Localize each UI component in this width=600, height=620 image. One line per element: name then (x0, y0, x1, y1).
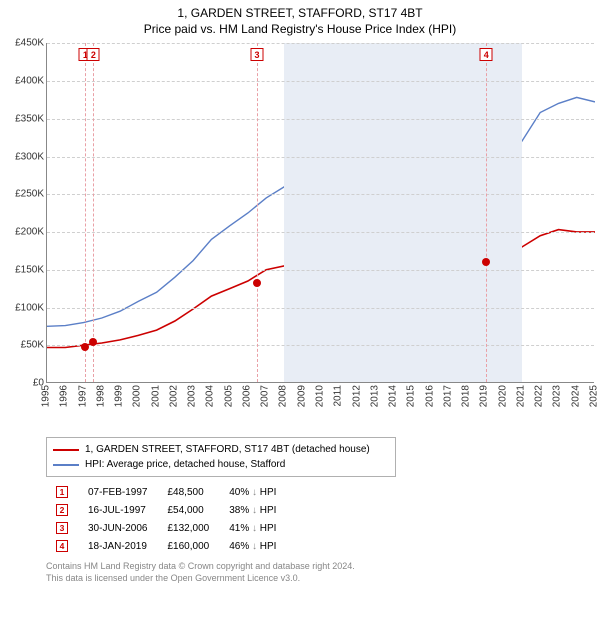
sale-vs-hpi: 40% ↓ HPI (219, 483, 286, 501)
x-axis-tick-label: 2020 (497, 385, 508, 407)
sale-price: £132,000 (157, 519, 219, 537)
legend-swatch (53, 449, 79, 451)
x-axis-tick-label: 2011 (333, 385, 344, 407)
legend-item: 1, GARDEN STREET, STAFFORD, ST17 4BT (de… (53, 442, 389, 457)
sale-index-box: 3 (56, 522, 68, 534)
sale-date: 30-JUN-2006 (78, 519, 157, 537)
gridline (47, 270, 594, 271)
x-axis-tick-label: 2010 (315, 385, 326, 407)
x-axis-tick-label: 1997 (77, 385, 88, 407)
legend-item: HPI: Average price, detached house, Staf… (53, 457, 389, 472)
legend-label: 1, GARDEN STREET, STAFFORD, ST17 4BT (de… (85, 442, 370, 457)
gridline (47, 157, 594, 158)
x-axis-tick-label: 2019 (479, 385, 490, 407)
x-axis-tick-label: 2018 (461, 385, 472, 407)
x-axis-tick-label: 1998 (95, 385, 106, 407)
x-axis-tick-label: 2006 (241, 385, 252, 407)
sale-vline (93, 43, 94, 382)
gridline (47, 194, 594, 195)
x-axis-tick-label: 2003 (187, 385, 198, 407)
sale-date: 16-JUL-1997 (78, 501, 157, 519)
chart-legend: 1, GARDEN STREET, STAFFORD, ST17 4BT (de… (46, 437, 396, 477)
gridline (47, 345, 594, 346)
sale-dot (81, 343, 89, 351)
sale-dot (482, 258, 490, 266)
x-axis-tick-label: 2007 (260, 385, 271, 407)
x-axis-tick-label: 1995 (41, 385, 52, 407)
chart-area: £0£50K£100K£150K£200K£250K£300K£350K£400… (6, 43, 594, 433)
sale-dot (89, 338, 97, 346)
sale-marker: 4 (480, 48, 493, 61)
x-axis-tick-label: 2024 (570, 385, 581, 407)
x-axis-tick-label: 2013 (369, 385, 380, 407)
y-axis-labels: £0£50K£100K£150K£200K£250K£300K£350K£400… (6, 43, 46, 383)
x-axis-tick-label: 2021 (515, 385, 526, 407)
y-axis-tick-label: £350K (15, 113, 44, 124)
x-axis-tick-label: 2016 (424, 385, 435, 407)
chart-title-line2: Price paid vs. HM Land Registry's House … (6, 22, 594, 38)
sale-price: £48,500 (157, 483, 219, 501)
chart-title-line1: 1, GARDEN STREET, STAFFORD, ST17 4BT (6, 6, 594, 22)
sale-marker: 3 (251, 48, 264, 61)
footer-licence: This data is licensed under the Open Gov… (46, 573, 594, 585)
legend-swatch (53, 464, 79, 466)
x-axis-tick-label: 2017 (442, 385, 453, 407)
gridline (47, 81, 594, 82)
x-axis-tick-label: 2001 (150, 385, 161, 407)
x-axis-tick-label: 2002 (168, 385, 179, 407)
x-axis-tick-label: 2014 (388, 385, 399, 407)
table-row: 3 30-JUN-2006£132,00041% ↓ HPI (46, 519, 286, 537)
gridline (47, 43, 594, 44)
sale-price: £160,000 (157, 537, 219, 555)
sale-date: 07-FEB-1997 (78, 483, 157, 501)
x-axis-tick-label: 2005 (223, 385, 234, 407)
x-axis-tick-label: 2004 (205, 385, 216, 407)
x-axis-tick-label: 2015 (406, 385, 417, 407)
y-axis-tick-label: £200K (15, 227, 44, 238)
table-row: 2 16-JUL-1997£54,00038% ↓ HPI (46, 501, 286, 519)
x-axis-tick-label: 2000 (132, 385, 143, 407)
sale-vline (257, 43, 258, 382)
sale-date: 18-JAN-2019 (78, 537, 157, 555)
sale-vs-hpi: 38% ↓ HPI (219, 501, 286, 519)
y-axis-tick-label: £50K (21, 340, 44, 351)
plot-region: 1234 (46, 43, 594, 383)
y-axis-tick-label: £100K (15, 302, 44, 313)
sale-vs-hpi: 46% ↓ HPI (219, 537, 286, 555)
sale-vline (85, 43, 86, 382)
sale-price: £54,000 (157, 501, 219, 519)
y-axis-tick-label: £150K (15, 264, 44, 275)
sale-index-box: 2 (56, 504, 68, 516)
y-axis-tick-label: £300K (15, 151, 44, 162)
y-axis-tick-label: £250K (15, 189, 44, 200)
sales-table: 1 07-FEB-1997£48,50040% ↓ HPI 2 16-JUL-1997… (46, 483, 286, 555)
footer-copyright: Contains HM Land Registry data © Crown c… (46, 561, 594, 573)
x-axis-labels: 1995199619971998199920002001200220032004… (46, 385, 594, 433)
y-axis-tick-label: £400K (15, 75, 44, 86)
sale-index-box: 4 (56, 540, 68, 552)
gridline (47, 119, 594, 120)
x-axis-tick-label: 1996 (59, 385, 70, 407)
sale-dot (253, 279, 261, 287)
x-axis-tick-label: 2009 (296, 385, 307, 407)
x-axis-tick-label: 2008 (278, 385, 289, 407)
x-axis-tick-label: 2022 (534, 385, 545, 407)
gridline (47, 232, 594, 233)
legend-label: HPI: Average price, detached house, Staf… (85, 457, 285, 472)
x-axis-tick-label: 2025 (589, 385, 600, 407)
x-axis-tick-label: 2012 (351, 385, 362, 407)
sale-index-box: 1 (56, 486, 68, 498)
y-axis-tick-label: £450K (15, 38, 44, 49)
table-row: 4 18-JAN-2019£160,00046% ↓ HPI (46, 537, 286, 555)
gridline (47, 308, 594, 309)
table-row: 1 07-FEB-1997£48,50040% ↓ HPI (46, 483, 286, 501)
sale-vline (486, 43, 487, 382)
x-axis-tick-label: 2023 (552, 385, 563, 407)
sale-marker: 2 (87, 48, 100, 61)
x-axis-tick-label: 1999 (114, 385, 125, 407)
sale-vs-hpi: 41% ↓ HPI (219, 519, 286, 537)
